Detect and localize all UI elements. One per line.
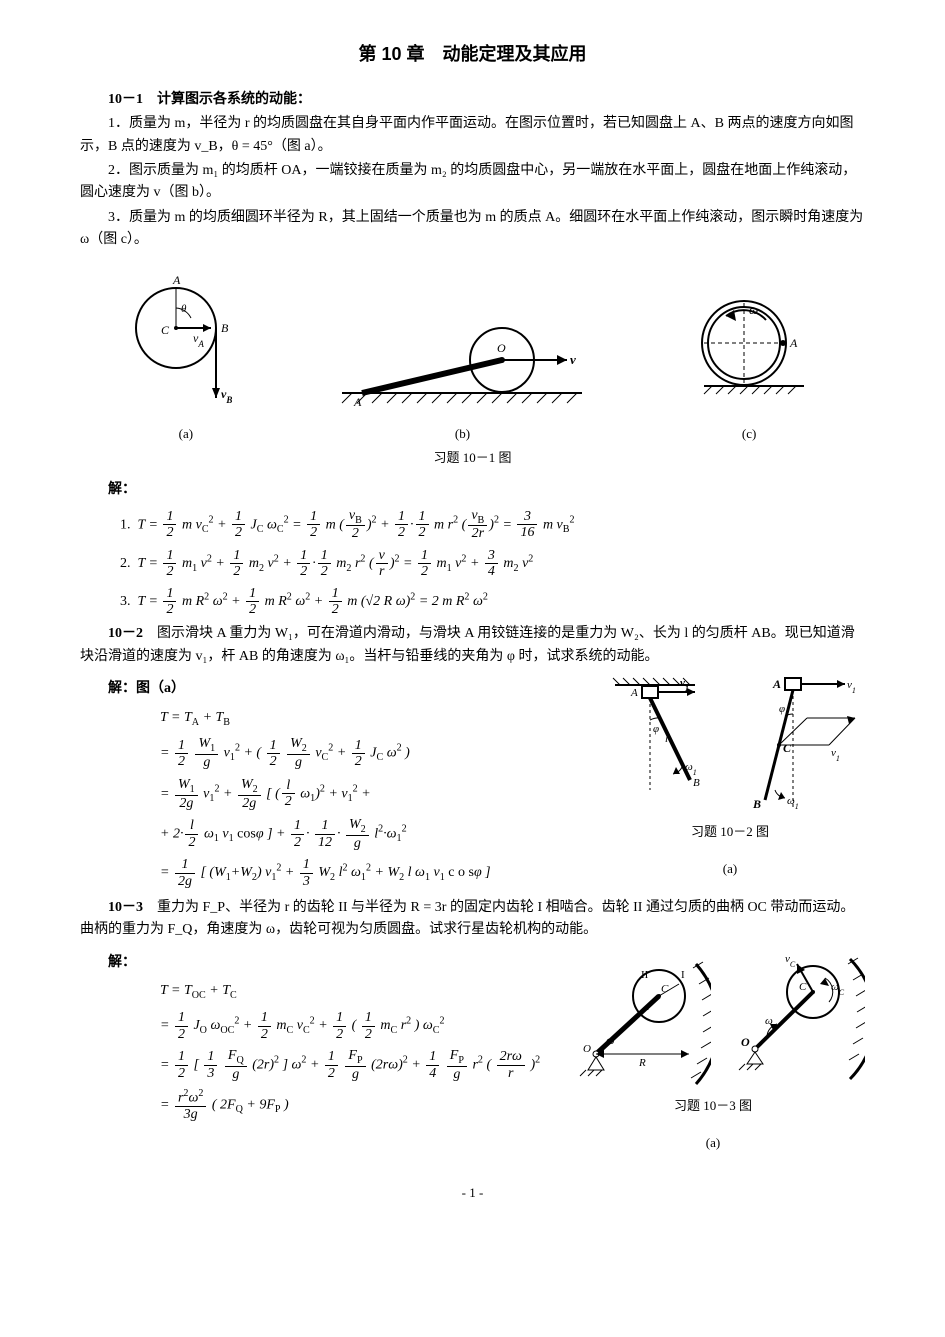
svg-text:vC: vC bbox=[785, 953, 796, 969]
svg-text:C: C bbox=[661, 983, 669, 995]
solution-label-10-1: 解： bbox=[80, 479, 865, 501]
sub-label-b: (b) bbox=[332, 424, 592, 445]
svg-text:v1: v1 bbox=[847, 679, 856, 695]
problem-10-3-text: 重力为 F_P、半径为 r 的齿轮 II 与半径为 R = 3r 的固定内齿轮 … bbox=[80, 900, 854, 937]
sub-label-10-3a: (a) bbox=[706, 1133, 720, 1154]
eq-10-1-1: 1. T = 12 m vC2 + 12 JC ωC2 = 12 m (vB2)… bbox=[120, 508, 865, 542]
problem-10-3: 10－3 重力为 F_P、半径为 r 的齿轮 II 与半径为 R = 3r 的固… bbox=[80, 897, 865, 1153]
svg-text:O: O bbox=[583, 1043, 591, 1055]
figure-10-1a: C A θ vA B vB (a) bbox=[121, 268, 251, 445]
figure-10-3-right: C vC ωC O bbox=[725, 944, 865, 1094]
figure-10-2-left: A v1 B φ l bbox=[595, 670, 715, 810]
figure-10-2-group: A v1 B φ l bbox=[595, 670, 865, 880]
figure-10-1b: O A v (b) bbox=[332, 298, 592, 445]
figure-10-2-right: A v1 B φ C bbox=[725, 670, 865, 820]
problem-10-1-item1: 1．质量为 m，半径为 r 的均质圆盘在其自身平面内作平面运动。在图示位置时，若… bbox=[80, 113, 865, 158]
eq-10-1-3: 3. T = 12 m R2 ω2 + 12 m R2 ω2 + 12 m (√… bbox=[120, 586, 865, 618]
figure-10-3-group: C r O ω R I bbox=[561, 944, 865, 1154]
problem-number: 10－1 计算图示各系统的动能： bbox=[108, 92, 311, 107]
rod-disk-figure-b: O A v bbox=[332, 298, 592, 418]
solution-label-10-2: 解：图（a） bbox=[80, 678, 575, 700]
eq-10-2: T = TA + TB = 12 W1g v12 + ( 12 W2g vC2 … bbox=[120, 707, 575, 890]
figure-caption-10-2: 习题 10－2 图 bbox=[691, 822, 769, 843]
svg-text:C: C bbox=[783, 741, 792, 755]
svg-text:B: B bbox=[752, 797, 761, 811]
problem-10-1-item2: 2．图示质量为 m₁ 的均质杆 OA，一端铰接在质量为 m₂ 的均质圆盘中心，另… bbox=[80, 160, 865, 205]
svg-text:II: II bbox=[641, 969, 649, 981]
figure-10-3-left: C r O ω R I bbox=[561, 944, 711, 1094]
svg-text:v1: v1 bbox=[680, 677, 689, 693]
svg-text:θ: θ bbox=[181, 303, 187, 315]
problem-10-1: 10－1 计算图示各系统的动能： 1．质量为 m，半径为 r 的均质圆盘在其自身… bbox=[80, 89, 865, 618]
figure-caption-10-3: 习题 10－3 图 bbox=[674, 1096, 752, 1117]
svg-text:A: A bbox=[172, 273, 181, 287]
solution-label-10-3: 解： bbox=[80, 952, 541, 974]
eq-10-1-2: 2. T = 12 m1 v2 + 12 m2 v2 + 12·12 m2 r2… bbox=[120, 548, 865, 580]
svg-text:ω1: ω1 bbox=[787, 795, 799, 811]
problem-10-2-header: 10－2 图示滑块 A 重力为 W₁，可在滑道内滑动，与滑块 A 用铰链连接的是… bbox=[80, 623, 865, 668]
svg-text:ω: ω bbox=[765, 1015, 773, 1027]
problem-number: 10－2 bbox=[108, 626, 143, 641]
svg-text:O: O bbox=[497, 341, 506, 355]
figure-caption-10-1: 习题 10－1 图 bbox=[80, 448, 865, 469]
problem-10-1-header: 10－1 计算图示各系统的动能： bbox=[80, 89, 865, 111]
svg-text:A: A bbox=[353, 395, 362, 409]
problem-10-2: 10－2 图示滑块 A 重力为 W₁，可在滑道内滑动，与滑块 A 用铰链连接的是… bbox=[80, 623, 865, 895]
svg-text:φ: φ bbox=[653, 723, 659, 735]
sub-label-c: (c) bbox=[674, 424, 824, 445]
svg-text:φ: φ bbox=[779, 703, 785, 715]
svg-text:v1: v1 bbox=[831, 747, 840, 763]
chapter-title: 第 10 章 动能定理及其应用 bbox=[80, 40, 865, 69]
svg-text:l: l bbox=[665, 733, 668, 745]
svg-text:C: C bbox=[161, 323, 170, 337]
svg-text:vB: vB bbox=[221, 387, 232, 405]
figure-row-10-1: C A θ vA B vB (a) bbox=[80, 268, 865, 445]
eq-10-3: T = TOC + TC = 12 JO ωOC2 + 12 mC vC2 + … bbox=[120, 980, 541, 1122]
svg-text:A: A bbox=[789, 336, 798, 350]
page-number: - 1 - bbox=[80, 1183, 865, 1204]
svg-text:vA: vA bbox=[193, 331, 204, 349]
svg-text:A: A bbox=[772, 677, 781, 691]
figure-10-1c: ω A (c) bbox=[674, 288, 824, 445]
svg-text:O: O bbox=[741, 1035, 750, 1049]
svg-text:B: B bbox=[221, 321, 229, 335]
svg-text:R: R bbox=[638, 1057, 646, 1069]
ring-figure-c: ω A bbox=[674, 288, 824, 418]
svg-text:ω: ω bbox=[606, 1033, 614, 1047]
problem-10-1-item3: 3．质量为 m 的均质细圆环半径为 R，其上固结一个质量也为 m 的质点 A。细… bbox=[80, 207, 865, 252]
problem-10-2-text: 图示滑块 A 重力为 W₁，可在滑道内滑动，与滑块 A 用铰链连接的是重力为 W… bbox=[80, 626, 855, 663]
problem-number: 10－3 bbox=[108, 900, 143, 915]
disk-figure-a: C A θ vA B vB bbox=[121, 268, 251, 418]
svg-text:B: B bbox=[693, 777, 700, 789]
sub-label-10-2a: (a) bbox=[723, 859, 737, 880]
svg-text:I: I bbox=[681, 969, 685, 981]
svg-text:v: v bbox=[570, 352, 576, 367]
svg-text:ω: ω bbox=[749, 302, 758, 317]
sub-label-a: (a) bbox=[121, 424, 251, 445]
problem-10-3-header: 10－3 重力为 F_P、半径为 r 的齿轮 II 与半径为 R = 3r 的固… bbox=[80, 897, 865, 942]
svg-text:A: A bbox=[630, 687, 638, 699]
svg-text:C: C bbox=[799, 981, 807, 993]
